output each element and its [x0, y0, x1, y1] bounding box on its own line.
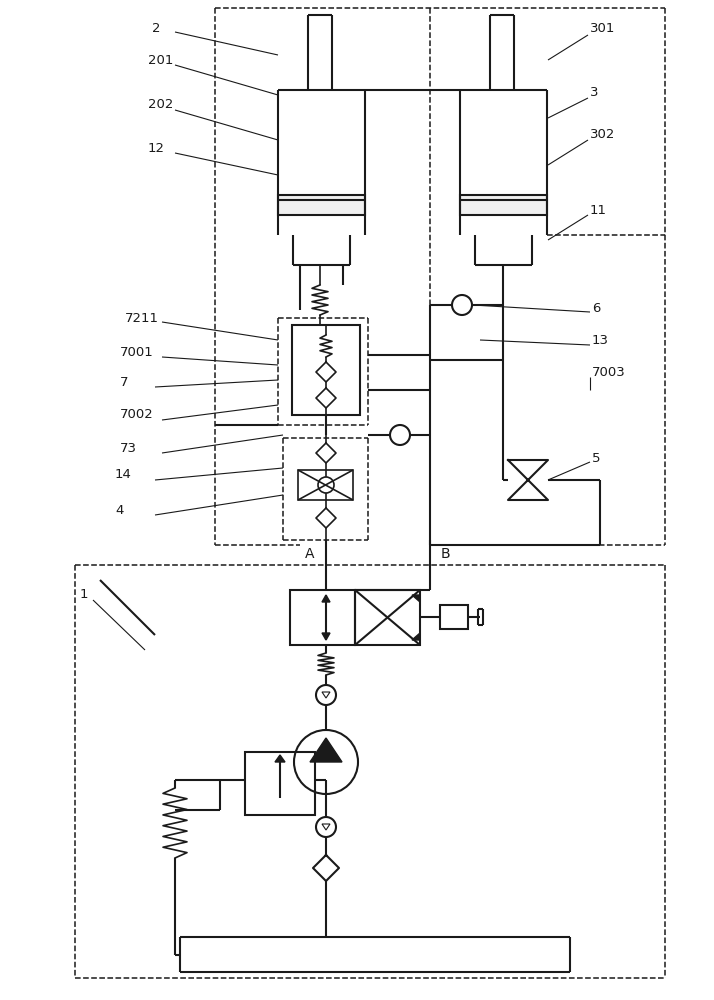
Text: 7001: 7001: [120, 346, 154, 359]
Bar: [292, 325, 360, 415]
Polygon shape: [322, 633, 330, 640]
Bar: [290, 590, 355, 645]
Text: 7: 7: [120, 375, 129, 388]
Text: 13: 13: [592, 334, 609, 347]
Polygon shape: [310, 738, 342, 762]
Text: 5: 5: [592, 452, 600, 464]
Text: 201: 201: [148, 53, 174, 66]
Text: 6: 6: [592, 302, 600, 314]
Polygon shape: [412, 633, 420, 640]
Bar: [278, 195, 365, 215]
Text: 3: 3: [590, 86, 598, 99]
Text: 14: 14: [115, 468, 132, 482]
Text: 73: 73: [120, 442, 137, 454]
Text: A: A: [306, 547, 315, 561]
Text: 1: 1: [80, 587, 89, 600]
Text: 11: 11: [590, 204, 607, 217]
Text: B: B: [441, 547, 450, 561]
Text: 202: 202: [148, 99, 174, 111]
Bar: [298, 470, 353, 500]
Text: 7003: 7003: [592, 365, 625, 378]
Text: 302: 302: [590, 128, 615, 141]
Polygon shape: [275, 755, 285, 762]
Bar: [245, 752, 315, 815]
Bar: [440, 605, 468, 629]
Text: 301: 301: [590, 21, 615, 34]
Bar: [355, 590, 420, 645]
Text: 7211: 7211: [125, 312, 159, 324]
Bar: [460, 195, 547, 215]
Text: 7002: 7002: [120, 408, 154, 422]
Polygon shape: [322, 595, 330, 602]
Polygon shape: [412, 595, 420, 602]
Text: 2: 2: [152, 21, 161, 34]
Text: 4: 4: [115, 504, 124, 516]
Text: 12: 12: [148, 141, 165, 154]
